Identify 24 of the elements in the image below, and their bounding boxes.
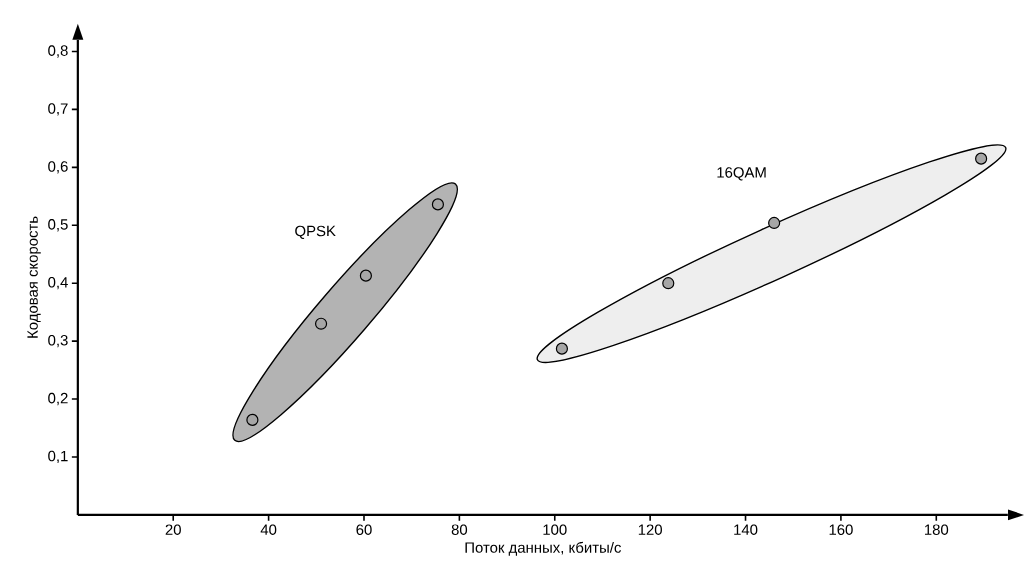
y-tick-label: 0,1 [48, 450, 68, 464]
y-tick-label: 0,8 [48, 45, 68, 58]
x-axis-title: Поток данных, кбиты/с [465, 541, 621, 556]
y-tick-label: 0,2 [48, 393, 68, 406]
text: QPSK [295, 225, 336, 240]
x-tick-label: 120 [638, 524, 662, 536]
point [246, 413, 259, 427]
y-tick-label: 0,6 [48, 161, 68, 174]
x-tick-label: 180 [924, 524, 949, 536]
x-tick-label: 100 [543, 524, 567, 536]
x-tick-label: 80 [451, 524, 468, 536]
x-tick-label: 60 [356, 524, 372, 536]
y-tick-label: 0,3 [48, 335, 68, 348]
x-tick-label: 40 [260, 524, 277, 536]
x-tick-label: 160 [829, 524, 853, 536]
point [359, 269, 372, 282]
y-tick-label: 0,5 [48, 219, 68, 232]
x-tick-label: 20 [165, 524, 181, 536]
y-axis-title: Кодовая скорость [27, 216, 41, 338]
point [314, 317, 328, 330]
y-tick-label: 0,7 [48, 103, 68, 116]
point [431, 198, 444, 211]
x-tick-label: 140 [734, 524, 758, 536]
y-tick-label: 0,4 [48, 277, 68, 290]
